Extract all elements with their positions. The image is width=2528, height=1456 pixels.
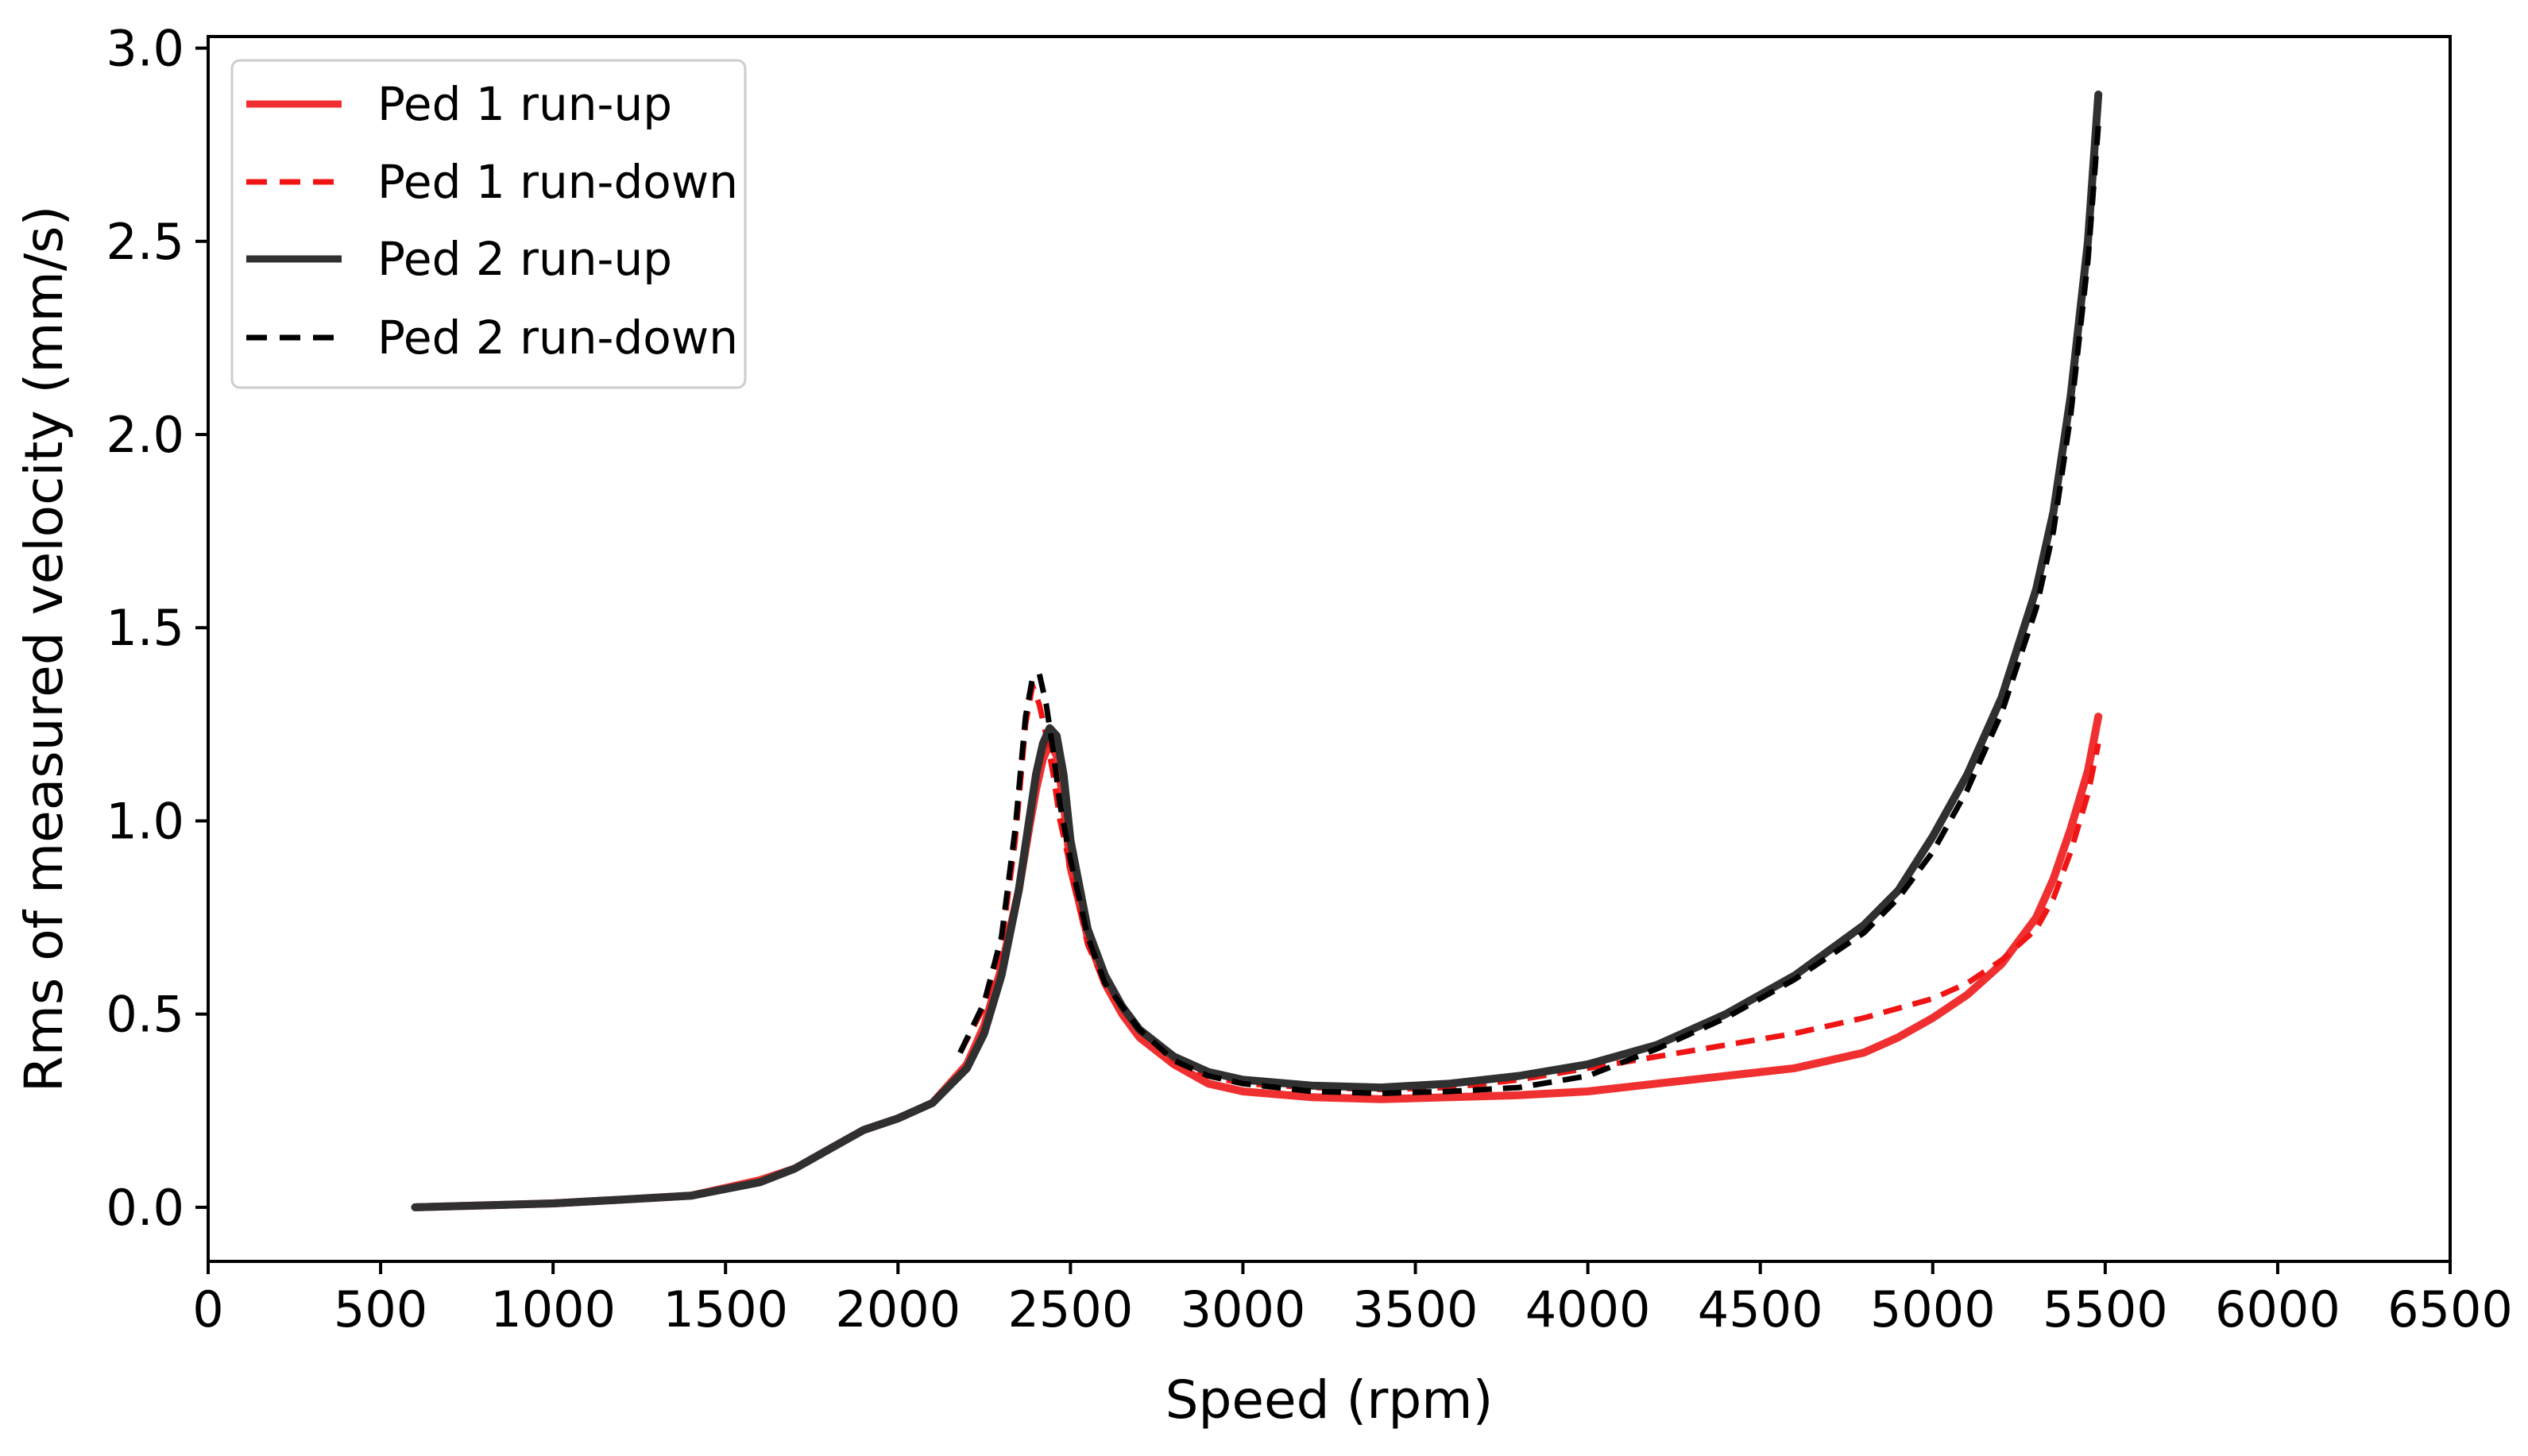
legend-label-ped1-run-up: Ped 1 run-up [377, 77, 672, 131]
y-tick-label: 3.0 [106, 20, 184, 78]
legend: Ped 1 run-up Ped 1 run-down Ped 2 run-up… [230, 59, 747, 389]
ticks-layer: 0 500 1000 1500 2000 2500 3000 3500 4000 4500 5000… [106, 20, 2513, 1338]
x-tick-label: 500 [334, 1280, 427, 1338]
plot-frame [207, 35, 2452, 1263]
y-tick-label: 0.0 [106, 1179, 184, 1237]
legend-label-ped1-run-down: Ped 1 run-down [377, 155, 738, 209]
y-tick-label: 2.5 [106, 213, 184, 271]
x-tick-label: 4000 [1525, 1280, 1651, 1338]
x-tick-label: 3000 [1181, 1280, 1306, 1338]
y-tick-label: 1.0 [106, 792, 184, 850]
x-tick-label: 5500 [2043, 1280, 2168, 1338]
x-tick-label: 6500 [2387, 1280, 2513, 1338]
y-tick-label: 1.5 [106, 599, 184, 657]
y-tick-label: 2.0 [106, 406, 184, 464]
series-line-ped2-run-down [957, 125, 2101, 1096]
y-tick-label: 0.5 [106, 986, 184, 1044]
x-tick-label: 1000 [490, 1280, 616, 1338]
legend-label-ped2-run-up: Ped 2 run-up [377, 232, 672, 286]
x-tick-label: 6000 [2215, 1280, 2341, 1338]
x-tick-label: 1500 [663, 1280, 788, 1338]
x-tick-label: 2500 [1007, 1280, 1133, 1338]
x-axis-label: Speed (rpm) [1165, 1369, 1494, 1431]
legend-box [230, 59, 747, 389]
x-tick-label: 0 [192, 1280, 223, 1338]
series-layer [411, 91, 2103, 1211]
legend-label-ped2-run-down: Ped 2 run-down [377, 311, 738, 365]
y-axis-label: Rms of measured velocity (mm/s) [14, 206, 75, 1092]
x-tick-label: 3500 [1353, 1280, 1479, 1338]
x-tick-label: 4500 [1698, 1280, 1823, 1338]
x-tick-label: 5000 [1870, 1280, 1996, 1338]
x-tick-label: 2000 [835, 1280, 961, 1338]
